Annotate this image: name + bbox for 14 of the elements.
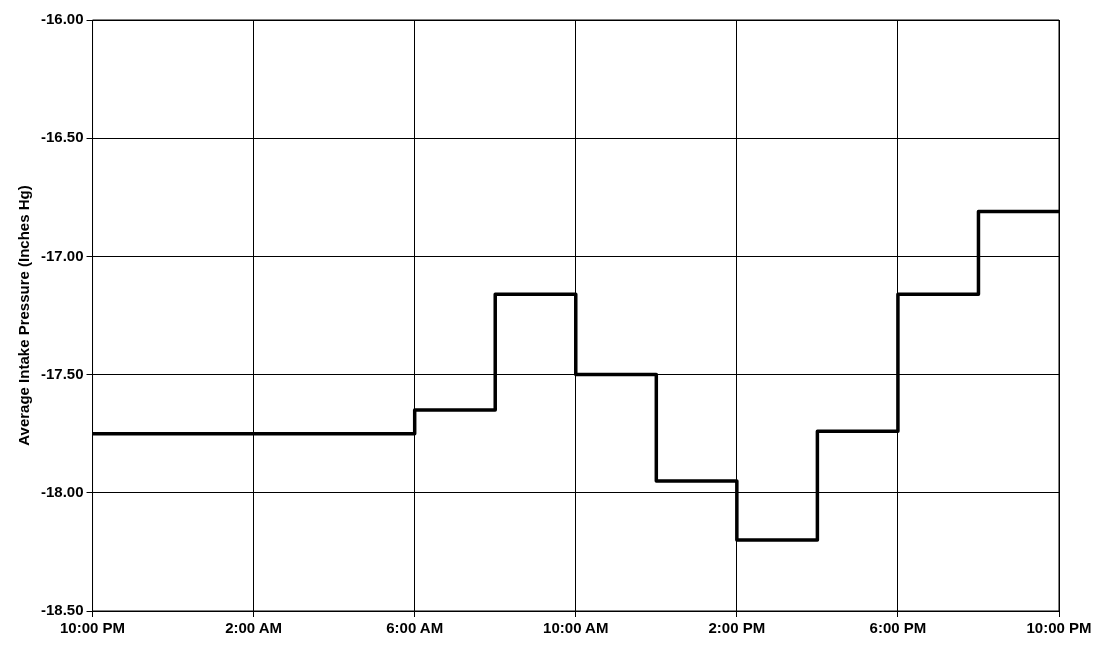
y-tick-label: -18.50 [40,601,84,619]
x-tick-label: 10:00 AM [543,619,609,637]
x-tick-label: 10:00 PM [60,619,126,637]
x-tick-label: 2:00 AM [225,619,283,637]
y-tick-label: -17.50 [40,364,84,382]
y-tick-label: -16.50 [40,128,84,146]
x-tick-label: 10:00 PM [1026,619,1092,637]
y-tick-label: -18.00 [40,482,84,500]
y-axis-title: Average Intake Pressure (Inches Hg) [15,185,33,446]
y-tick-label: -17.00 [40,246,84,264]
x-tick-label: 2:00 PM [708,619,766,637]
x-tick-label: 6:00 AM [386,619,444,637]
y-tick-label: -16.00 [40,10,84,28]
x-tick-label: 6:00 PM [869,619,927,637]
